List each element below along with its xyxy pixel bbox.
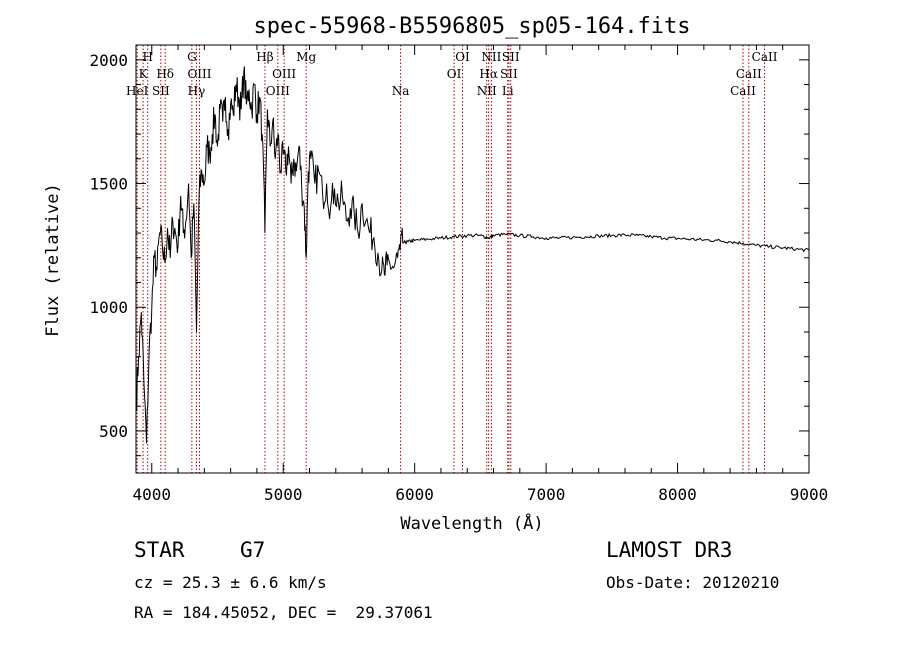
y-tick-label-500: 500	[99, 422, 128, 441]
line-marker-label-21: CaII	[730, 84, 756, 98]
line-marker-label-4: Hδ	[156, 67, 174, 81]
line-marker-label-15: NII	[477, 84, 497, 98]
x-tick-label-5000: 5000	[264, 485, 303, 504]
line-marker-label-19: SII	[500, 67, 518, 81]
line-marker-label-13: OI	[447, 67, 462, 81]
line-marker-label-22: CaII	[736, 67, 762, 81]
y-tick-label-1000: 1000	[89, 298, 128, 317]
line-marker-label-9: OIII	[266, 84, 290, 98]
line-marker-label-12: Na	[392, 84, 410, 98]
line-marker-label-3: SII	[152, 84, 170, 98]
line-marker-label-0: K	[139, 67, 149, 81]
line-marker-label-17: NII	[481, 50, 501, 64]
x-axis-label: Wavelength (Å)	[400, 512, 543, 534]
y-axis-label: Flux (relative)	[43, 183, 63, 337]
y-tick-label-1500: 1500	[89, 175, 128, 194]
line-marker-label-8: Hβ	[256, 50, 273, 64]
x-tick-label-6000: 6000	[395, 485, 434, 504]
line-marker-label-7: Hγ	[188, 84, 206, 98]
plot-frame	[135, 44, 810, 474]
line-marker-label-10: OIII	[272, 67, 296, 81]
line-marker-label-1: H	[142, 50, 152, 64]
x-tick-label-7000: 7000	[527, 485, 566, 504]
line-marker-label-2: HeI	[126, 84, 149, 98]
class-label: STAR	[134, 538, 185, 562]
x-tick-label-9000: 9000	[790, 485, 829, 504]
line-marker-label-18: Li	[502, 84, 514, 98]
x-tick-label-4000: 4000	[133, 485, 172, 504]
redshift-text: cz = 25.3 ± 6.6 km/s	[134, 573, 327, 592]
line-marker-label-11: Mg	[296, 50, 316, 64]
line-marker-label-16: Hα	[479, 67, 498, 81]
line-marker-label-23: CaII	[752, 50, 778, 64]
axes-layer: 4000 5000 6000 7000 8000 9000 500 1000 1500 2000	[89, 44, 829, 504]
line-marker-label-5: G	[187, 50, 197, 64]
obs-date-text: Obs-Date: 20120210	[606, 573, 780, 592]
line-marker-label-14: OI	[455, 50, 470, 64]
line-marker-label-6: OIII	[187, 67, 211, 81]
line-marker-label-20: SII	[502, 50, 520, 64]
x-tick-label-8000: 8000	[658, 485, 697, 504]
chart-title: spec-55968-B5596805_sp05-164.fits	[253, 14, 690, 39]
spectrum-line	[135, 66, 810, 444]
spectrum-layer	[135, 66, 810, 444]
survey-label: LAMOST DR3	[606, 538, 733, 562]
y-tick-label-2000: 2000	[89, 51, 128, 70]
subclass-label: G7	[240, 538, 266, 562]
coordinates-text: RA = 184.45052, DEC = 29.37061	[134, 603, 433, 622]
